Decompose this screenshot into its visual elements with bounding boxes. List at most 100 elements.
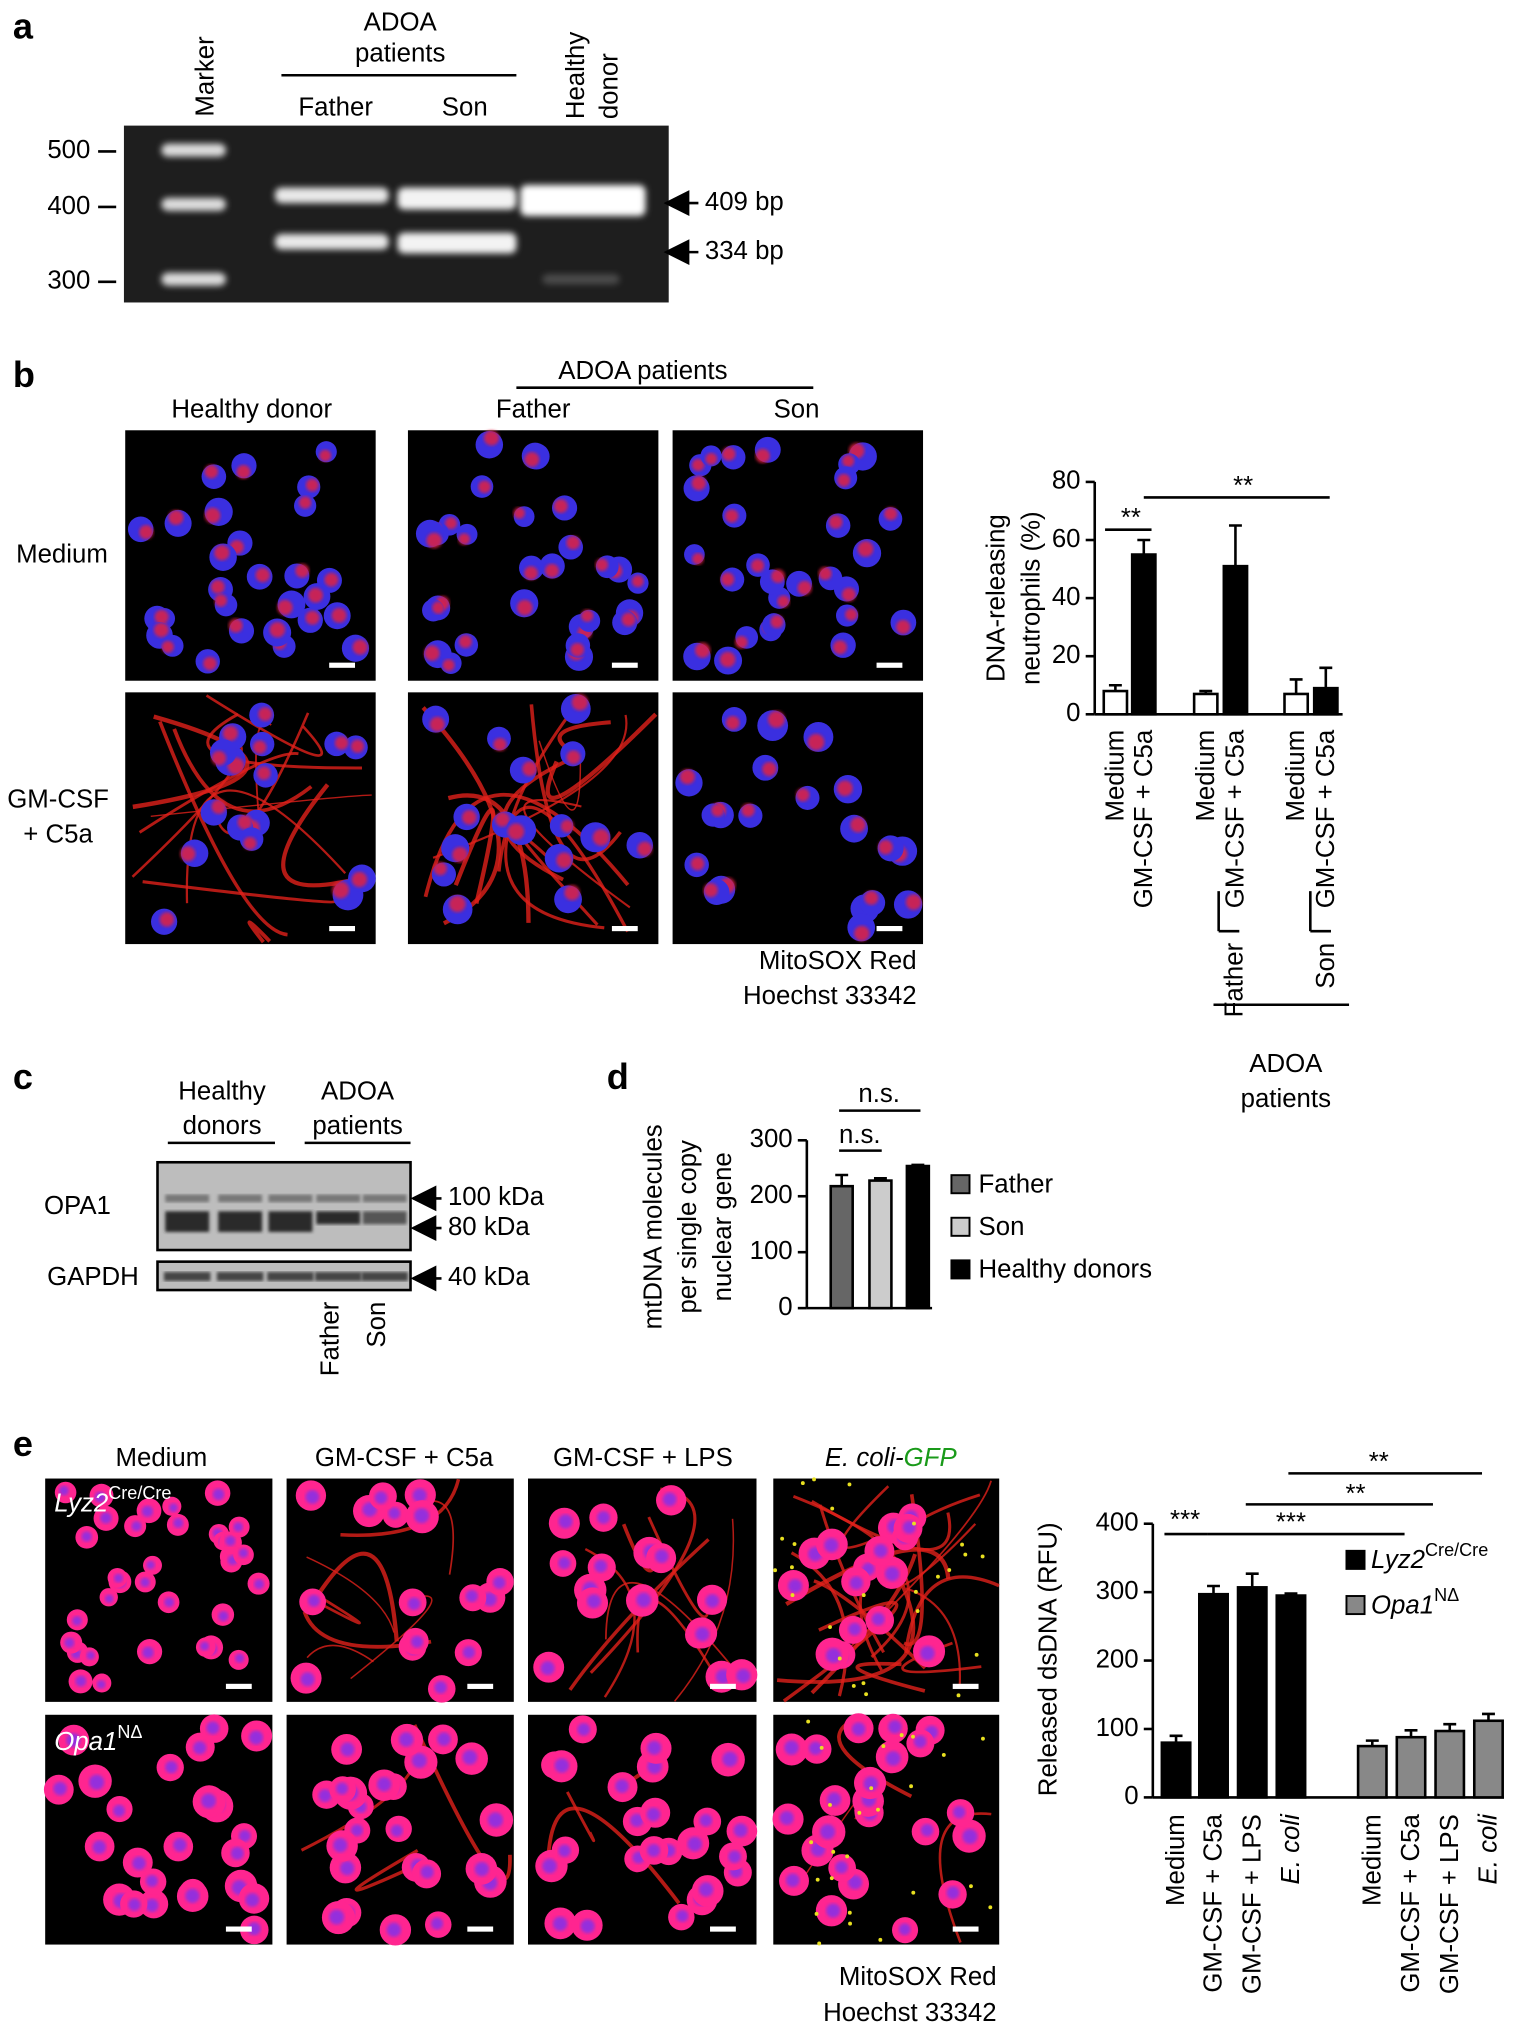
cell-mito	[331, 607, 347, 623]
bar	[1160, 1741, 1192, 1799]
panel-label: b	[13, 354, 35, 395]
rich-label: E. coli-GFP	[825, 1444, 958, 1472]
rich-label: Lyz2Cre/Cre	[1371, 1540, 1488, 1574]
cell-nucleus	[873, 1544, 888, 1558]
bacterium	[947, 1568, 952, 1572]
error-bar	[1245, 1572, 1259, 1588]
fiber	[309, 1591, 361, 1625]
cell-nucleus	[483, 1592, 497, 1607]
x-tick-label: Medium	[1358, 1814, 1386, 1906]
significance: **	[1345, 1480, 1365, 1508]
y-axis-label: Released dsDNA (RFU)	[1034, 1522, 1062, 1796]
y-tick-label: 100	[750, 1237, 793, 1265]
cell-nucleus	[72, 1616, 82, 1626]
cell-mito	[429, 716, 445, 732]
scale-bar	[329, 926, 356, 932]
label: 300	[47, 267, 90, 295]
cell-mito	[253, 740, 267, 754]
gel-band	[397, 232, 517, 254]
cell-mito	[350, 739, 365, 753]
cell-mito	[725, 509, 739, 523]
cell-mito	[762, 761, 777, 777]
rich-label: Lyz2Cre/Cre	[54, 1483, 171, 1517]
cell-nucleus	[913, 1735, 927, 1748]
blot-band	[165, 1194, 210, 1203]
fiber	[432, 714, 628, 859]
cell-nucleus	[399, 1732, 414, 1747]
bacterium	[878, 1937, 883, 1942]
cell-mito	[507, 823, 525, 840]
fiber	[785, 1547, 951, 1607]
fiber	[566, 1791, 596, 1843]
gel-band	[397, 187, 517, 210]
cell-nucleus	[200, 1641, 210, 1651]
cell-nucleus	[414, 1508, 430, 1524]
cell-mito	[332, 881, 350, 899]
cell-mito	[236, 464, 251, 479]
bacterium	[960, 1542, 964, 1547]
cell-nucleus	[225, 1535, 236, 1546]
cell-nucleus	[849, 1576, 863, 1590]
fiber	[674, 1518, 735, 1702]
cell-nucleus	[388, 1507, 401, 1520]
cell-nucleus	[779, 1810, 794, 1825]
cell-nucleus	[848, 1622, 861, 1636]
cell-nucleus	[75, 1675, 87, 1687]
cell-nucleus	[206, 1721, 220, 1735]
cell-nucleus	[662, 1492, 677, 1507]
cell-mito	[258, 707, 272, 721]
cell-nucleus	[193, 1741, 207, 1755]
cell-nucleus	[580, 1919, 595, 1934]
fiber	[313, 1551, 399, 1642]
cell-nucleus	[386, 1922, 401, 1937]
label: patients	[1241, 1085, 1331, 1113]
fiber	[905, 1587, 961, 1686]
cell-nucleus	[245, 1893, 260, 1907]
cell-nucleus	[140, 1577, 150, 1588]
significance: n.s.	[858, 1080, 900, 1108]
bacterium	[969, 1884, 973, 1889]
error-bar	[1207, 1584, 1220, 1595]
cell-nucleus	[113, 1804, 125, 1817]
gel-band	[542, 274, 620, 285]
y-tick-label: 0	[1066, 699, 1080, 727]
cell-nucleus	[94, 1491, 106, 1503]
cell-mito	[850, 817, 866, 833]
label: + C5a	[23, 820, 93, 848]
bacterium	[911, 1890, 916, 1895]
cell-nucleus	[201, 1793, 217, 1809]
cell-mito	[770, 615, 784, 629]
bacterium	[848, 1921, 852, 1926]
label: GAPDH	[47, 1263, 139, 1291]
cell-mito	[522, 761, 538, 777]
text-part: GFP	[904, 1444, 958, 1472]
bacterium	[806, 1719, 811, 1724]
cell-nucleus	[636, 1592, 651, 1608]
cell-mito	[493, 737, 507, 752]
blot-band	[267, 1271, 314, 1282]
cell-mito	[211, 750, 227, 766]
cell-nucleus	[307, 1594, 320, 1607]
gel-band	[274, 187, 389, 204]
bacterium	[814, 1911, 819, 1916]
x-tick-label: GM-CSF + C5a	[1312, 729, 1340, 908]
bacterium	[845, 1854, 850, 1859]
fiber	[247, 920, 272, 944]
cell-mito	[257, 766, 271, 780]
cell-mito	[692, 458, 705, 472]
legend-swatch	[950, 1174, 971, 1195]
cell-nucleus	[81, 1531, 92, 1542]
bar	[905, 1164, 931, 1310]
cell-nucleus	[824, 1538, 839, 1553]
group-label: Son	[1312, 943, 1340, 989]
cell-mito	[222, 725, 238, 741]
cell-nucleus	[826, 1903, 841, 1918]
x-tick-label: GM-CSF + C5a	[1397, 1814, 1425, 1993]
cell-nucleus	[340, 1861, 355, 1876]
bacterium	[828, 1802, 832, 1807]
text-part: NΔ	[117, 1722, 142, 1742]
scale-bar	[876, 662, 903, 668]
cell-nucleus	[434, 1681, 447, 1694]
cell-mito	[833, 640, 847, 655]
